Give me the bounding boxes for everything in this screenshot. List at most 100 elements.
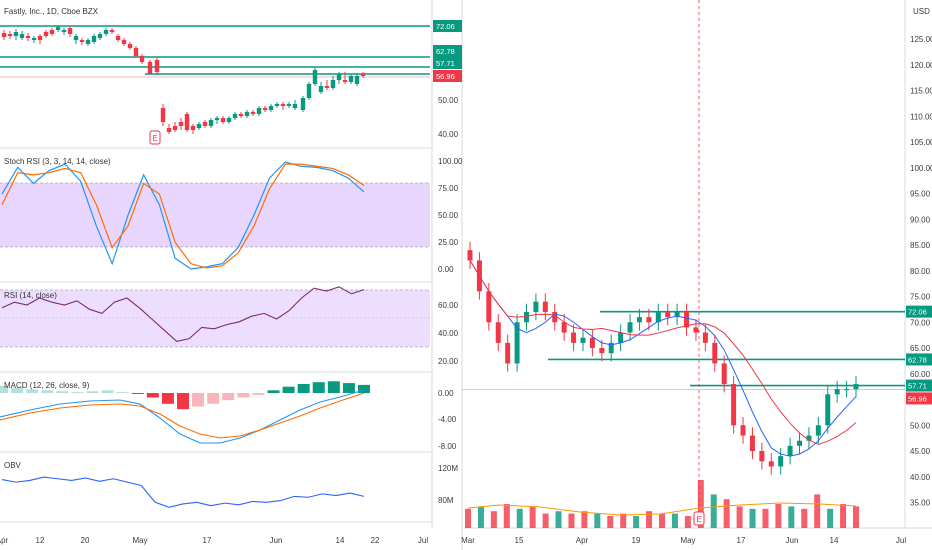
macd-histogram-bar xyxy=(358,384,370,393)
volume-bar xyxy=(671,513,678,528)
volume-bar xyxy=(516,508,523,528)
candle-body xyxy=(91,36,97,42)
candle-body xyxy=(31,38,37,40)
candle-body xyxy=(79,40,85,42)
rsi-axis-tick: 60.00 xyxy=(438,301,459,310)
price-axis-tick: 40.00 xyxy=(438,130,459,139)
earnings-marker xyxy=(693,511,705,526)
price-badge xyxy=(906,353,932,366)
candle-body xyxy=(37,36,43,40)
volume-bar xyxy=(723,499,730,528)
candle-body xyxy=(73,36,79,40)
volume-bar xyxy=(659,513,665,528)
candle-body xyxy=(238,114,244,116)
volume-bar xyxy=(827,508,834,528)
x-axis-tick: 17 xyxy=(203,536,212,545)
right-price-axis-tick: 115.00 xyxy=(910,87,932,96)
candle-body xyxy=(268,106,274,110)
macd-histogram-bar xyxy=(116,392,129,394)
price-badge xyxy=(906,379,932,392)
macd-line xyxy=(0,389,365,444)
stoch-axis-tick: 100.00 xyxy=(438,157,463,166)
right-price-axis-tick: 125.00 xyxy=(910,35,932,44)
macd-histogram-bar xyxy=(312,382,325,393)
candle-body xyxy=(571,332,577,343)
candle-body xyxy=(636,317,642,323)
rsi-pane[interactable] xyxy=(0,286,430,348)
left-price-pane[interactable]: E xyxy=(0,25,430,145)
candle-body xyxy=(1,33,7,37)
stoch-band xyxy=(0,183,430,247)
candle-body xyxy=(693,327,699,333)
macd-histogram-bar xyxy=(146,393,159,398)
obv-pane[interactable] xyxy=(1,476,365,508)
price-badge-label: 57.71 xyxy=(908,382,927,391)
axes: 50.00 40.00 72.06 62.78 57.71 56.96 100.00 75.0… xyxy=(0,20,932,545)
macd-histogram-bar xyxy=(297,384,310,393)
right-price-axis-tick: 105.00 xyxy=(910,138,932,147)
x-axis-tick: 17 xyxy=(737,536,746,545)
candle-body xyxy=(627,322,633,333)
candle-body xyxy=(608,342,614,354)
candle-body xyxy=(844,389,850,391)
candle-body xyxy=(292,104,298,108)
volume-bar xyxy=(581,511,588,528)
candle-body xyxy=(655,311,661,323)
candle-body xyxy=(467,250,473,261)
earnings-marker xyxy=(149,130,161,145)
macd-pane[interactable] xyxy=(0,381,370,444)
candle-body xyxy=(749,435,755,451)
volume-bar xyxy=(775,504,782,528)
volume-bar xyxy=(749,508,756,528)
macd-histogram-bar xyxy=(177,393,189,410)
right-price-axis-tick: 35.00 xyxy=(910,499,931,508)
macd-histogram-bar xyxy=(207,393,220,404)
candle-body xyxy=(166,128,172,132)
candle-body xyxy=(759,451,765,462)
x-axis-tick: Jun xyxy=(786,536,799,545)
x-axis-tick: May xyxy=(132,536,147,545)
ema-fast-line xyxy=(469,260,857,457)
candle-body xyxy=(121,40,127,44)
volume-bar xyxy=(490,511,497,528)
candle-body xyxy=(154,60,160,72)
x-axis-tick: 22 xyxy=(371,536,380,545)
x-axis-tick: Mar xyxy=(461,536,475,545)
x-axis-tick: Apr xyxy=(576,536,589,545)
candle-body xyxy=(103,30,109,34)
candle-body xyxy=(85,40,91,44)
candle-body xyxy=(208,120,214,126)
macd-label: MACD (12, 26, close, 9) xyxy=(4,381,90,390)
stoch-rsi-label: Stoch RSI (3, 3, 14, 14, close) xyxy=(4,157,111,166)
candle-body xyxy=(262,108,268,110)
stoch-rsi-pane[interactable] xyxy=(0,161,430,270)
candle-body xyxy=(533,301,539,312)
volume-bar xyxy=(710,494,717,528)
macd-histogram-bar xyxy=(0,385,8,393)
rsi-label: RSI (14, close) xyxy=(4,291,57,300)
candle-body xyxy=(797,440,803,446)
candle-body xyxy=(486,291,492,323)
macd-axis-tick: -8.00 xyxy=(438,442,457,451)
candle-body xyxy=(712,342,718,364)
candle-body xyxy=(13,32,19,36)
volume-bar xyxy=(853,506,859,528)
price-badge-label: 56.96 xyxy=(436,72,455,81)
macd-axis-tick: 0.00 xyxy=(438,389,454,398)
candle-body xyxy=(220,118,226,122)
candle-body xyxy=(360,74,366,76)
volume-bar xyxy=(646,511,653,528)
candle-body xyxy=(618,332,624,343)
macd-histogram-bar xyxy=(71,392,84,394)
stoch-axis-tick: 25.00 xyxy=(438,238,459,247)
candle-body xyxy=(778,456,784,467)
right-price-pane[interactable]: E xyxy=(462,0,905,528)
right-price-axis-tick: 65.00 xyxy=(910,344,931,353)
macd-histogram-bar xyxy=(222,393,235,401)
candle-body xyxy=(300,98,306,110)
candle-body xyxy=(196,124,202,128)
candle-body xyxy=(702,332,708,343)
macd-histogram-bar xyxy=(252,393,265,395)
right-price-axis-tick: 110.00 xyxy=(910,112,932,121)
